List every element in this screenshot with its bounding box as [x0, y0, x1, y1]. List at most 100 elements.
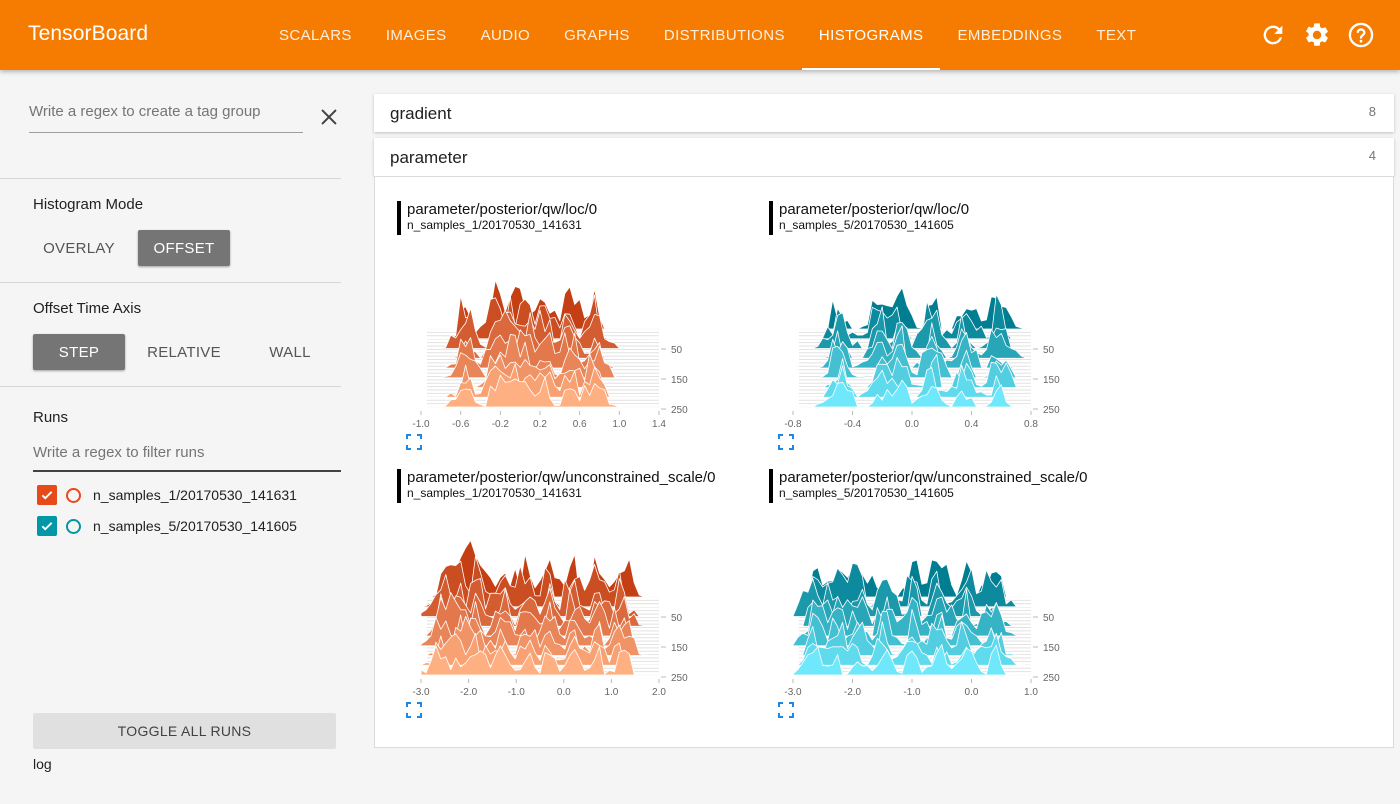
y-tick-label: 150 [671, 643, 688, 654]
x-tick-label: -1.0 [903, 687, 921, 695]
runs-regex-field[interactable] [33, 444, 341, 472]
x-tick-label: 0.6 [573, 419, 587, 427]
histogram-card: parameter/posterior/qw/loc/0 n_samples_1… [397, 201, 737, 461]
chart-tag: parameter/posterior/qw/unconstrained_sca… [779, 469, 1088, 486]
tab-images[interactable]: IMAGES [385, 26, 447, 44]
offset-time-axis-title: Offset Time Axis [33, 300, 142, 317]
runs-regex-input[interactable] [33, 444, 341, 461]
y-tick-label: 250 [671, 673, 688, 684]
chart-run: n_samples_1/20170530_141631 [407, 486, 582, 500]
x-tick-label: 1.4 [652, 419, 666, 427]
chart-tag: parameter/posterior/qw/loc/0 [779, 201, 970, 218]
fullscreen-expand-icon[interactable] [405, 433, 423, 451]
histogram-chart[interactable]: 50 150 250 -1.0 -0.6 -0.2 0.2 0.6 1.0 1.4 [397, 247, 737, 427]
x-tick-label: 0.0 [905, 419, 919, 427]
divider [0, 282, 341, 283]
clear-close-icon[interactable] [318, 106, 340, 128]
help-icon[interactable] [1347, 21, 1375, 49]
refresh-icon[interactable] [1259, 21, 1287, 49]
histogram-chart[interactable]: 50 150 250 -0.8 -0.4 0.0 0.4 0.8 [769, 247, 1109, 427]
histogram-slice [792, 379, 1032, 408]
x-tick-label: 0.8 [1024, 419, 1038, 427]
sidebar: Histogram Mode OVERLAY OFFSET Offset Tim… [0, 70, 341, 804]
x-tick-label: -0.8 [784, 419, 802, 427]
app-title: TensorBoard [28, 22, 149, 45]
x-tick-label: 1.0 [612, 419, 626, 427]
chart-run: n_samples_1/20170530_141631 [407, 218, 582, 232]
histogram-slice [792, 632, 1032, 666]
dashboard-tabs: SCALARS IMAGES AUDIO GRAPHS DISTRIBUTION… [262, 0, 1153, 70]
category-count: 4 [1368, 148, 1376, 163]
y-tick-label: 50 [1043, 345, 1055, 356]
histogram-card: parameter/posterior/qw/unconstrained_sca… [397, 469, 737, 729]
parameter-charts-panel: parameter/posterior/qw/loc/0 n_samples_1… [374, 176, 1394, 748]
histogram-slice [420, 374, 660, 408]
chart-run: n_samples_5/20170530_141605 [779, 218, 954, 232]
histogram-slice [792, 364, 1032, 398]
histogram-mode-title: Histogram Mode [33, 196, 144, 213]
histogram-slice [792, 325, 1032, 369]
mode-offset-button[interactable]: OFFSET [138, 230, 230, 266]
histogram-card: parameter/posterior/qw/loc/0 n_samples_5… [769, 201, 1109, 461]
y-tick-label: 250 [1043, 673, 1060, 684]
category-gradient[interactable]: gradient 8 [374, 94, 1394, 132]
card-header: parameter/posterior/qw/loc/0 n_samples_1… [397, 201, 597, 235]
axis-relative-button[interactable]: RELATIVE [147, 343, 221, 361]
axis-step-button[interactable]: STEP [33, 334, 125, 370]
y-tick-label: 50 [671, 613, 683, 624]
run-color-radio[interactable] [66, 487, 81, 503]
chart-run: n_samples_5/20170530_141605 [779, 486, 954, 500]
tag-group-regex-field[interactable] [29, 103, 303, 133]
tab-graphs[interactable]: GRAPHS [564, 26, 630, 44]
tab-histograms[interactable]: HISTOGRAMS [801, 0, 941, 70]
fullscreen-expand-icon[interactable] [405, 701, 423, 719]
tab-audio[interactable]: AUDIO [480, 26, 531, 44]
x-tick-label: -3.0 [784, 687, 802, 695]
x-tick-label: 0.2 [533, 419, 547, 427]
card-header: parameter/posterior/qw/unconstrained_sca… [397, 469, 716, 503]
category-count: 8 [1368, 104, 1376, 119]
run-row: n_samples_1/20170530_141631 [37, 484, 297, 506]
fullscreen-expand-icon[interactable] [777, 433, 795, 451]
x-tick-label: 0.4 [965, 419, 979, 427]
top-app-bar: TensorBoard SCALARS IMAGES AUDIO GRAPHS … [0, 0, 1400, 70]
run-color-radio[interactable] [66, 518, 81, 534]
card-header: parameter/posterior/qw/loc/0 n_samples_5… [769, 201, 969, 235]
histogram-slice [792, 293, 1032, 340]
tab-text[interactable]: TEXT [1096, 26, 1137, 44]
y-tick-label: 50 [671, 345, 683, 356]
x-tick-label: -0.6 [452, 419, 470, 427]
tag-group-regex-input[interactable] [29, 103, 303, 120]
x-tick-label: 0.0 [965, 687, 979, 695]
x-tick-label: 2.0 [652, 687, 666, 695]
mode-overlay-button[interactable]: OVERLAY [43, 239, 115, 257]
tab-scalars[interactable]: SCALARS [279, 26, 352, 44]
x-tick-label: -1.0 [508, 687, 526, 695]
histogram-card: parameter/posterior/qw/unconstrained_sca… [769, 469, 1109, 729]
x-tick-label: -1.0 [412, 419, 430, 427]
divider [0, 386, 341, 387]
histogram-slice [420, 307, 660, 349]
tab-distributions[interactable]: DISTRIBUTIONS [663, 26, 785, 44]
fullscreen-expand-icon[interactable] [777, 701, 795, 719]
run-name: n_samples_1/20170530_141631 [93, 487, 297, 503]
x-tick-label: -0.4 [844, 419, 862, 427]
checkmark-icon [41, 522, 53, 531]
histogram-chart[interactable]: 50 150 250 -3.0 -2.0 -1.0 0.0 1.0 2.0 [397, 515, 737, 695]
run-checkbox[interactable] [37, 516, 57, 536]
histogram-chart[interactable]: 50 150 250 -3.0 -2.0 -1.0 0.0 1.0 [769, 515, 1109, 695]
chart-tag: parameter/posterior/qw/loc/0 [407, 201, 598, 218]
axis-wall-button[interactable]: WALL [269, 343, 311, 361]
tab-embeddings[interactable]: EMBEDDINGS [957, 26, 1063, 44]
run-name: n_samples_5/20170530_141605 [93, 518, 297, 534]
category-parameter[interactable]: parameter 4 [374, 138, 1394, 176]
checkmark-icon [41, 491, 53, 500]
x-tick-label: -0.2 [492, 419, 510, 427]
histogram-slice [792, 644, 1032, 676]
runs-title: Runs [33, 409, 69, 426]
toggle-all-runs-button[interactable]: TOGGLE ALL RUNS [33, 713, 336, 749]
y-tick-label: 150 [1043, 375, 1060, 386]
category-name: gradient [390, 104, 452, 123]
run-checkbox[interactable] [37, 485, 57, 505]
settings-gear-icon[interactable] [1303, 21, 1331, 49]
